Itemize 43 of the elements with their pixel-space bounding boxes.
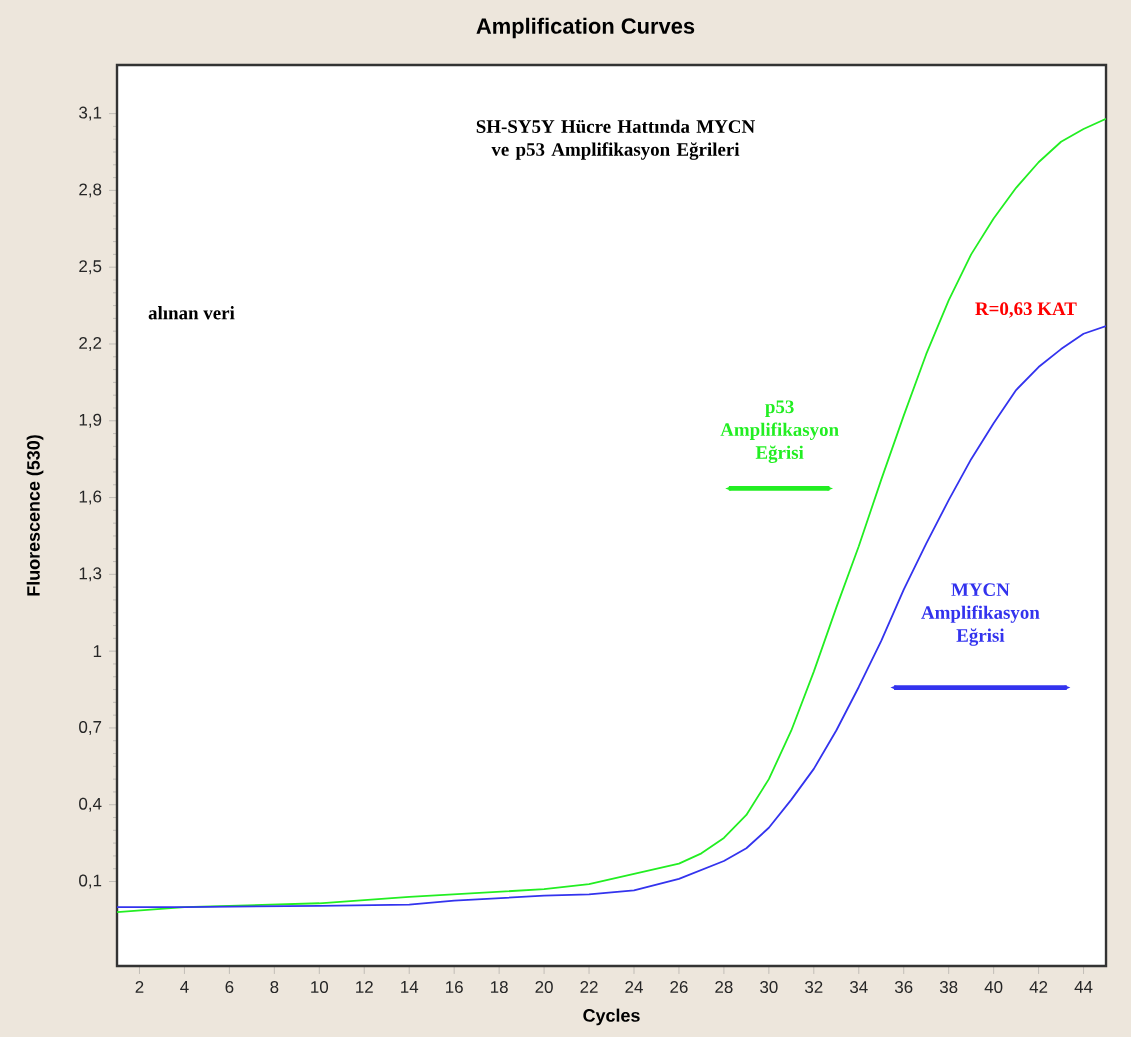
y-tick-label: 1,6: [79, 490, 102, 505]
annotation: SH-SY5Y Hücre Hattında MYCN ve p53 Amplifikasyon Eğrileri: [476, 119, 755, 160]
x-tick-label: 12: [356, 981, 373, 993]
x-tick-label: 20: [535, 981, 553, 994]
x-tick-label: 44: [1074, 981, 1093, 993]
x-tick-label: 18: [490, 981, 508, 994]
x-tick-label: 14: [401, 981, 419, 993]
y-tick-label: 2,2: [79, 336, 102, 351]
x-tick-label: 40: [984, 981, 1003, 994]
y-tick-label: 0,4: [79, 797, 102, 812]
y-tick-label: 2,5: [79, 260, 102, 275]
annotation: R=0,63 KAT: [975, 302, 1077, 318]
y-tick-label: 0,1: [79, 874, 102, 889]
chart-title: Amplification Curves: [476, 17, 695, 39]
line-series: [117, 117, 1107, 914]
x-axis-title: Cycles: [583, 1008, 640, 1026]
y-axis-title: Fluorescence (530): [26, 435, 44, 596]
y-tick-label: 1,3: [79, 567, 102, 582]
x-tick-label: 10: [311, 981, 329, 994]
x-tick-label: 42: [1029, 981, 1048, 993]
text: p53 Amplifikasyon Eğrisi: [720, 400, 839, 463]
y-tick-label: 1,9: [79, 413, 102, 428]
x-tick-label: 8: [270, 981, 279, 994]
x-tick-label: 32: [805, 981, 823, 994]
x-tick-label: 38: [939, 981, 958, 994]
x-tick-label: 24: [625, 981, 643, 993]
y-tick-label: 0,7: [79, 720, 102, 735]
x-tick-label: 36: [894, 981, 913, 994]
x-tick-label: 2: [135, 981, 144, 993]
x-tick-label: 16: [446, 981, 463, 994]
x-tick-label: 4: [180, 981, 189, 993]
line-series: [117, 325, 1107, 908]
x-tick-label: 26: [670, 981, 688, 994]
x-tick-label: 30: [760, 981, 778, 994]
y-tick-label: 1: [93, 645, 102, 657]
series-label: MYCN Amplifikasyon Eğrisi: [921, 583, 1040, 646]
x-tick-label: 28: [715, 981, 733, 994]
x-tick-label: 6: [225, 981, 234, 994]
y-tick-label: 3,1: [79, 106, 102, 121]
x-tick-label: 34: [850, 981, 868, 994]
annotation: alınan veri: [148, 306, 235, 320]
y-tick-label: 2,8: [79, 183, 102, 198]
x-tick-label: 22: [580, 981, 598, 993]
